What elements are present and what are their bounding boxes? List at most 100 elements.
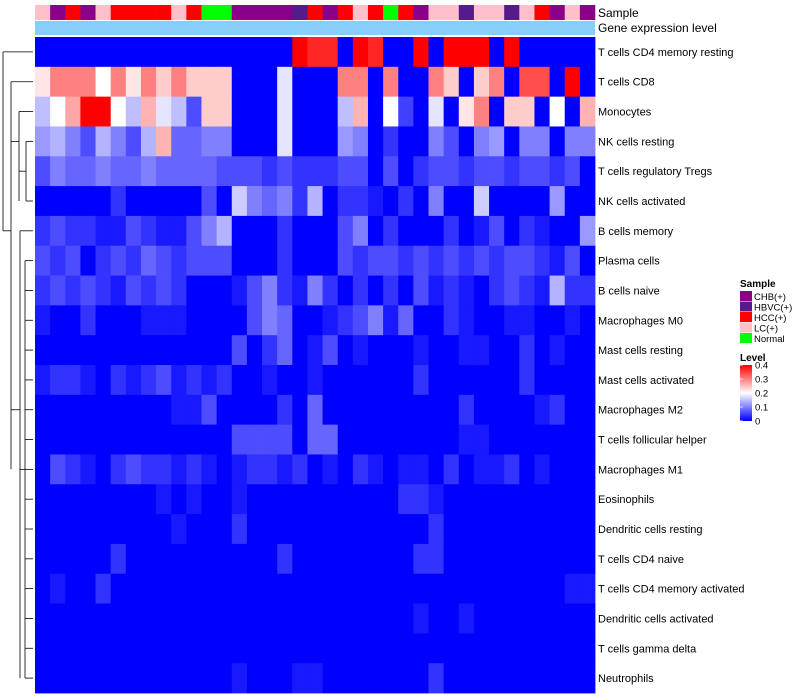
heatmap-cell bbox=[534, 126, 550, 157]
heatmap-cell bbox=[50, 215, 66, 247]
heatmap-cell bbox=[458, 37, 475, 68]
heatmap-cell bbox=[458, 215, 475, 247]
heatmap-cell bbox=[473, 305, 490, 336]
heatmap-cell bbox=[110, 365, 127, 396]
heatmap-cell bbox=[519, 573, 535, 604]
heatmap-cell bbox=[95, 484, 112, 515]
heatmap-cell bbox=[65, 484, 81, 515]
heatmap-cell bbox=[367, 245, 384, 276]
heatmap-cell bbox=[186, 66, 202, 98]
heatmap-cell bbox=[307, 663, 323, 694]
heatmap-cell bbox=[80, 543, 96, 575]
heatmap-cell bbox=[216, 573, 233, 604]
heatmap-cell bbox=[413, 603, 429, 634]
heatmap-cell bbox=[171, 543, 187, 575]
heatmap-cell bbox=[110, 335, 127, 366]
heatmap-cell bbox=[398, 663, 414, 694]
heatmap-cell bbox=[140, 663, 157, 694]
heatmap-cell bbox=[65, 335, 81, 366]
heatmap-cell bbox=[322, 186, 339, 217]
heatmap-cell bbox=[564, 37, 581, 68]
heatmap-cell bbox=[534, 514, 550, 545]
heatmap-cell bbox=[519, 454, 535, 485]
sample-annotation-cell bbox=[458, 5, 475, 20]
heatmap-cell bbox=[231, 424, 248, 455]
sample-legend-swatch bbox=[740, 312, 752, 322]
heatmap-cell bbox=[458, 514, 475, 545]
heatmap-cell bbox=[262, 66, 278, 98]
heatmap-cell bbox=[322, 633, 339, 664]
heatmap-cell bbox=[564, 275, 581, 306]
heatmap-cell bbox=[398, 305, 414, 336]
heatmap-cell bbox=[504, 37, 520, 68]
heatmap-cell bbox=[458, 663, 475, 694]
heatmap-cell bbox=[383, 215, 399, 247]
heatmap-cell bbox=[125, 186, 142, 217]
heatmap-cell bbox=[428, 484, 445, 515]
heatmap-cell bbox=[307, 245, 323, 276]
heatmap-cell bbox=[519, 633, 535, 664]
heatmap-cell bbox=[519, 96, 535, 127]
heatmap-cell bbox=[262, 275, 278, 306]
heatmap-cell bbox=[216, 633, 233, 664]
heatmap-cell bbox=[489, 365, 505, 396]
level-legend-title: Level bbox=[740, 353, 766, 364]
heatmap-cell bbox=[519, 484, 535, 515]
heatmap-cell bbox=[216, 394, 233, 426]
heatmap-cell bbox=[489, 126, 505, 157]
heatmap-cell bbox=[231, 215, 248, 247]
heatmap-cell bbox=[277, 454, 293, 485]
heatmap-cell bbox=[337, 215, 354, 247]
heatmap-cell bbox=[35, 245, 51, 276]
heatmap-cell bbox=[140, 245, 157, 276]
heatmap-cell bbox=[65, 37, 81, 68]
sample-annotation-cell bbox=[50, 5, 66, 20]
heatmap-cell bbox=[35, 335, 51, 366]
heatmap-cell bbox=[231, 245, 248, 276]
sample-legend-swatch bbox=[740, 301, 752, 312]
heatmap-cell bbox=[428, 603, 445, 634]
heatmap-cell bbox=[95, 454, 112, 485]
heatmap-cell bbox=[201, 424, 218, 455]
heatmap-cell bbox=[579, 365, 596, 396]
heatmap-cell bbox=[50, 96, 66, 127]
heatmap-cell bbox=[504, 633, 520, 664]
sample-annotation-cell bbox=[171, 5, 187, 20]
heatmap-cell bbox=[171, 394, 187, 426]
heatmap-cell bbox=[186, 96, 202, 127]
heatmap-cell bbox=[110, 156, 127, 187]
heatmap-cell bbox=[458, 394, 475, 426]
heatmap-cell bbox=[95, 186, 112, 217]
heatmap-cell bbox=[398, 335, 414, 366]
heatmap-cell bbox=[246, 96, 263, 127]
heatmap-cell bbox=[277, 245, 293, 276]
heatmap-cell bbox=[413, 215, 429, 247]
heatmap-cell bbox=[262, 663, 278, 694]
heatmap-cell bbox=[65, 633, 81, 664]
heatmap-cell bbox=[352, 424, 369, 455]
heatmap-cell bbox=[398, 394, 414, 426]
heatmap-cell bbox=[398, 424, 414, 455]
heatmap-cell bbox=[428, 543, 445, 575]
heatmap-cell bbox=[65, 305, 81, 336]
sample-annotation-cell bbox=[35, 5, 51, 20]
sample-annotation-cell bbox=[489, 5, 505, 20]
heatmap-cell bbox=[337, 484, 354, 515]
heatmap-cell bbox=[201, 245, 218, 276]
heatmap-cell bbox=[65, 394, 81, 426]
heatmap-cell bbox=[564, 573, 581, 604]
heatmap-cell bbox=[337, 573, 354, 604]
heatmap-cell bbox=[216, 454, 233, 485]
heatmap-cell bbox=[140, 305, 157, 336]
heatmap-cell bbox=[156, 663, 172, 694]
heatmap-cell bbox=[534, 245, 550, 276]
heatmap-cell bbox=[216, 514, 233, 545]
heatmap-cell bbox=[337, 66, 354, 98]
heatmap-cell bbox=[519, 245, 535, 276]
heatmap-cell bbox=[383, 424, 399, 455]
heatmap-cell bbox=[125, 305, 142, 336]
heatmap-cell bbox=[383, 245, 399, 276]
heatmap-cell bbox=[50, 275, 66, 306]
heatmap-cell bbox=[322, 96, 339, 127]
heatmap-cell bbox=[337, 365, 354, 396]
